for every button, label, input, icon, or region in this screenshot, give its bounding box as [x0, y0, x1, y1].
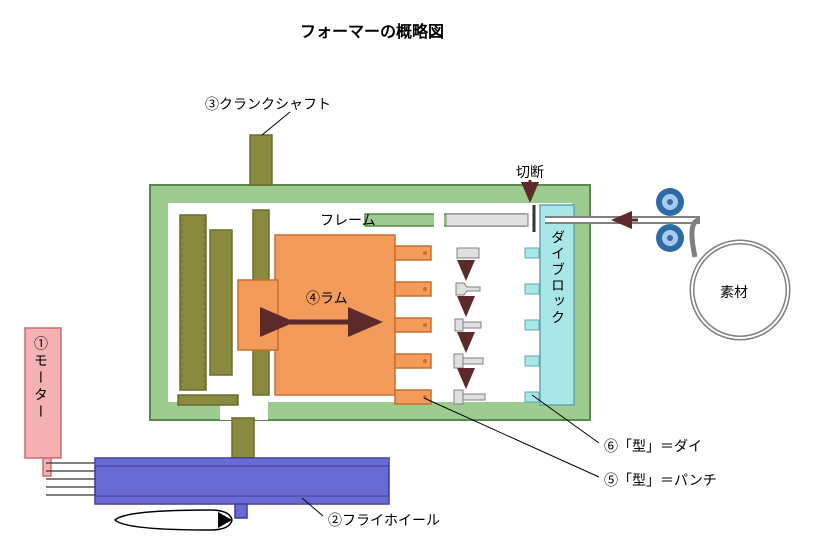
label-material: 素材	[720, 282, 748, 302]
label-cut: 切断	[516, 162, 544, 182]
label-ram: ④ラム	[306, 288, 348, 308]
diagram-title: フォーマーの概略図	[300, 18, 444, 42]
label-flywheel: ②フライホイール	[328, 510, 440, 530]
label-die: ⑥「型」＝ダイ	[604, 436, 702, 456]
label-crankshaft: ③クランクシャフト	[205, 94, 331, 114]
label-punch: ⑤「型」＝パンチ	[604, 470, 717, 490]
label-dieblock: ダイブロック	[548, 230, 568, 326]
label-frame: フレーム	[320, 210, 376, 230]
label-motor: ①モーター	[31, 336, 51, 421]
